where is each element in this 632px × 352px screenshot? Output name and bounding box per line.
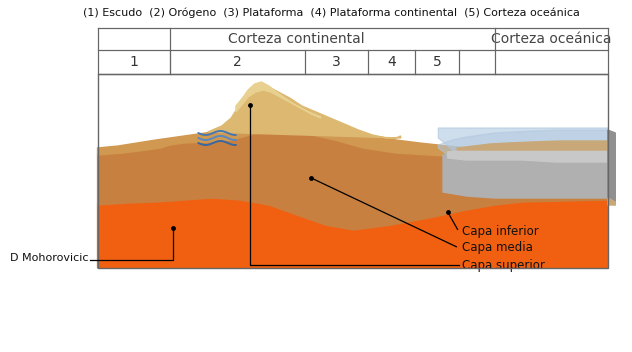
Bar	[97, 74, 608, 268]
Text: Corteza oceánica: Corteza oceánica	[491, 32, 612, 46]
Polygon shape	[97, 198, 608, 268]
Polygon shape	[608, 198, 616, 205]
Polygon shape	[236, 82, 320, 118]
Text: Corteza continental: Corteza continental	[228, 32, 365, 46]
Polygon shape	[608, 130, 616, 205]
Polygon shape	[97, 128, 608, 230]
Text: 1: 1	[130, 55, 138, 69]
Text: (1) Escudo  (2) Orógeno  (3) Plataforma  (4) Plataforma continental  (5) Corteza: (1) Escudo (2) Orógeno (3) Plataforma (4…	[83, 8, 580, 18]
Text: Capa inferior: Capa inferior	[462, 226, 538, 239]
Polygon shape	[443, 148, 608, 198]
Text: D Mohorovicic: D Mohorovicic	[9, 253, 88, 263]
Polygon shape	[447, 145, 608, 162]
Polygon shape	[439, 130, 608, 158]
Text: 2: 2	[233, 55, 241, 69]
Text: Capa media: Capa media	[462, 241, 533, 254]
Text: 4: 4	[387, 55, 396, 69]
Polygon shape	[439, 128, 608, 155]
Polygon shape	[208, 83, 401, 138]
Text: 3: 3	[332, 55, 341, 69]
Polygon shape	[457, 141, 608, 150]
Text: 5: 5	[432, 55, 441, 69]
Text: Capa superior: Capa superior	[462, 258, 545, 271]
Polygon shape	[97, 85, 608, 158]
